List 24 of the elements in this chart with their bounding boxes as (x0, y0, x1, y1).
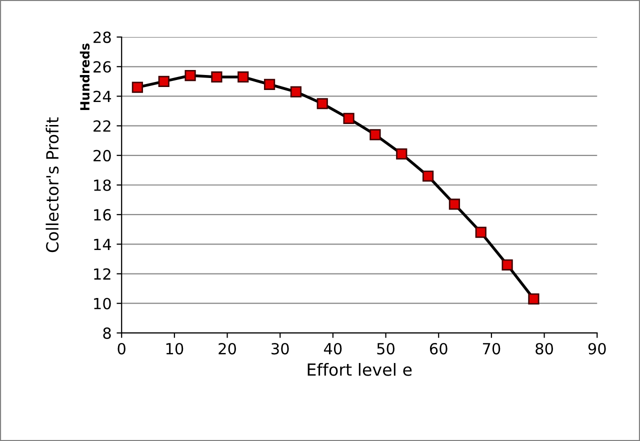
x-tick-label: 40 (324, 342, 342, 355)
x-tick-label: 60 (430, 342, 448, 355)
x-tick-label: 20 (218, 342, 236, 355)
x-tick-label: 70 (482, 342, 500, 355)
text: Hundreds (80, 44, 90, 110)
x-tick-label: 80 (536, 342, 553, 355)
y-tick-label: 28 (94, 32, 111, 44)
y-tick-label: 14 (94, 238, 112, 250)
y-axis-title: Collector's Profit (46, 117, 59, 252)
x-axis-title: Effort level e (308, 363, 412, 376)
y-tick-label: 16 (94, 209, 111, 221)
y-tick-label: 24 (94, 90, 112, 102)
y-tick-label: 22 (94, 120, 110, 132)
y-tick-label: 18 (94, 179, 111, 192)
y-tick-label: 8 (103, 327, 111, 339)
y-tick-label: 10 (94, 298, 111, 310)
x-tick-label: 30 (272, 342, 289, 355)
x-tick-label: 90 (588, 342, 606, 355)
y-tick-label: 26 (94, 61, 111, 73)
x-tick-label: 10 (166, 342, 184, 355)
x-tick-label: 0 (118, 342, 126, 355)
x-tick-label: 50 (377, 342, 394, 355)
y-tick-label: 20 (94, 150, 111, 162)
y-tick-label: 12 (94, 268, 110, 280)
